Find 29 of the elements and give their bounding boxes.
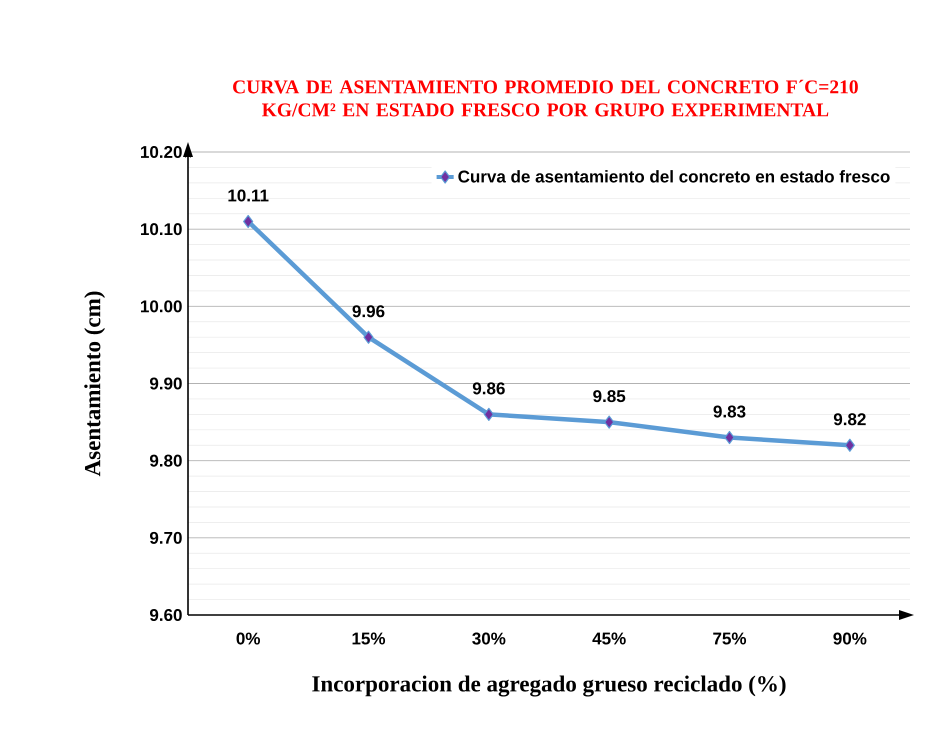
- y-tick-label: 10.20: [140, 146, 182, 158]
- x-tick-label: 45%: [592, 632, 626, 645]
- x-tick-label: 75%: [713, 632, 746, 645]
- y-tick-label: 9.60: [150, 608, 182, 622]
- y-tick-label: 9.70: [150, 532, 182, 544]
- y-axis-title: Asentamiento (cm): [84, 292, 106, 476]
- point: [844, 438, 855, 452]
- y-tick-label: 10.10: [140, 223, 182, 236]
- x-tick-label: 0%: [236, 632, 260, 645]
- data-label: 9.86: [472, 382, 505, 394]
- x-tick-label: 90%: [833, 632, 866, 645]
- data-label: 9.82: [834, 413, 866, 426]
- x-tick-label: 15%: [352, 632, 386, 645]
- point: [363, 330, 374, 344]
- point: [484, 408, 494, 421]
- point: [243, 214, 254, 228]
- point: [604, 415, 614, 429]
- chart-title: CURVA DE ASENTAMIENTO PROMEDIO DEL CONCRETO F´C=210 KG/CM² EN ESTADO FRESCO POR GRUPO EXPERIMENTAL: [233, 80, 858, 116]
- data-label: 9.85: [593, 390, 626, 402]
- y-tick-label: 9.90: [150, 377, 182, 390]
- x-axis-title: Incorporacion de agregado grueso reciclado (%): [312, 675, 786, 696]
- y-tick-label: 9.80: [150, 454, 182, 467]
- data-label: 9.83: [714, 406, 746, 418]
- point: [724, 430, 735, 444]
- y-tick-label: 10.00: [140, 300, 182, 312]
- data-label: 10.11: [228, 189, 268, 202]
- legend-label: Curva de asentamiento del concreto en estado fresco: [458, 170, 890, 183]
- data-label: 9.96: [352, 305, 384, 318]
- x-tick-label: 30%: [472, 632, 506, 645]
